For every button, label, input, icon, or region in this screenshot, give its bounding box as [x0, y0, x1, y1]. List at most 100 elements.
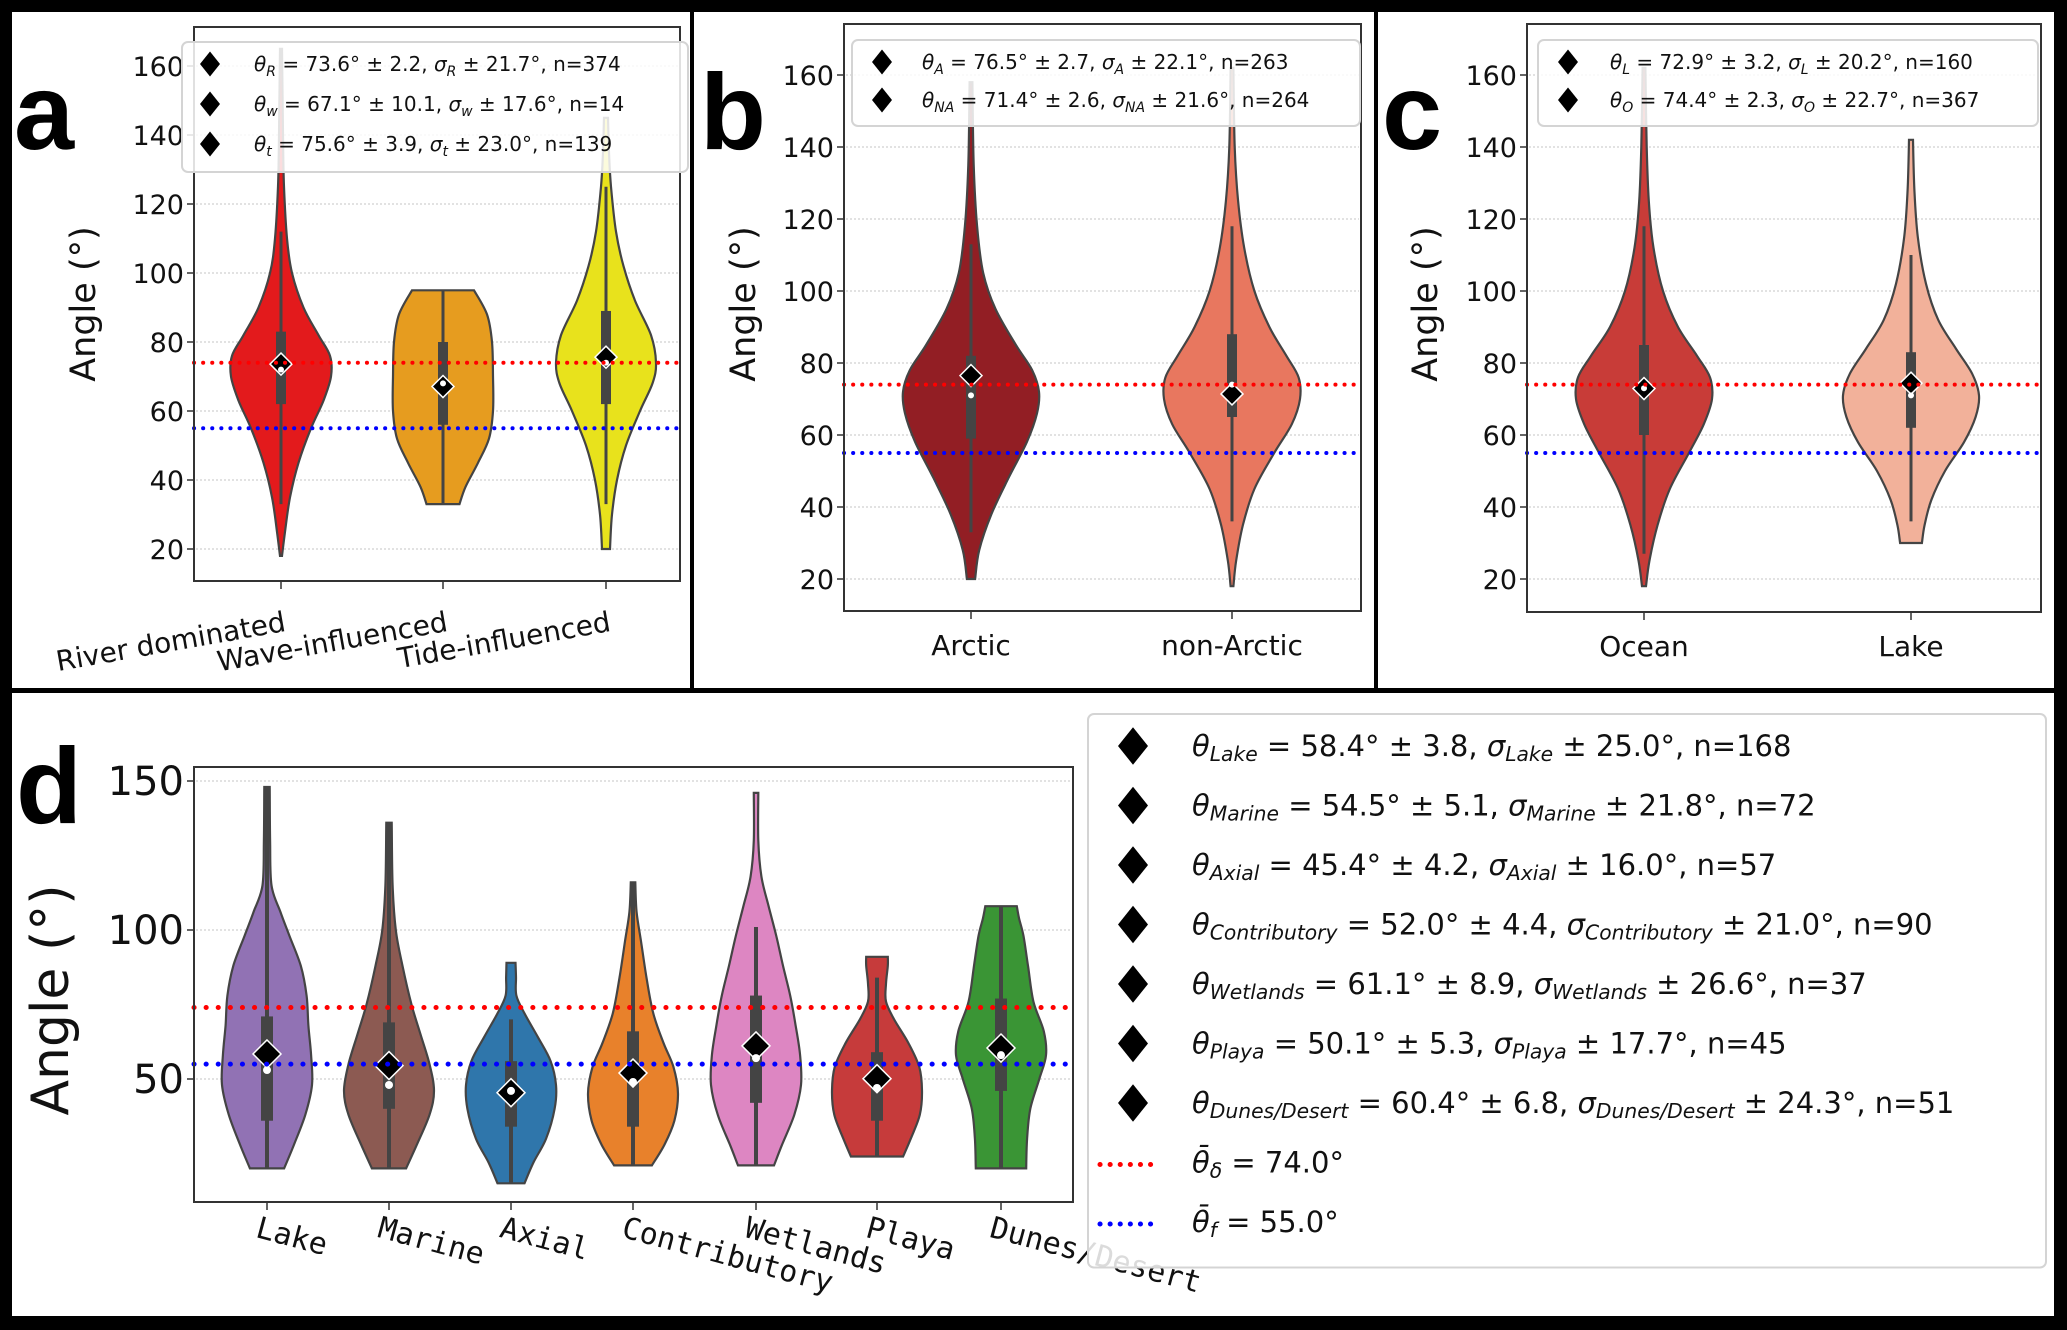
legend: θA = 76.5° ± 2.7, σA ± 22.1°, n=263 θNA =…: [851, 39, 1361, 127]
legend: θL = 72.9° ± 3.2, σL ± 20.2°, n=160 θO = …: [1537, 39, 2039, 127]
legend-diamond-icon: [1118, 846, 1148, 884]
panel-label-d: d: [16, 725, 82, 846]
legend-diamond-icon: [872, 87, 892, 113]
axes-frame: [193, 26, 681, 582]
y-tick-label: 160: [782, 61, 834, 92]
legend-entry-arctic: θA = 76.5° ± 2.7, σA ± 22.1°, n=263: [922, 50, 1288, 78]
median-marker: [997, 1051, 1005, 1060]
y-tick-label: 160: [1465, 61, 1517, 92]
y-tick-label: 80: [1483, 349, 1517, 380]
y-tick-label: 80: [150, 328, 184, 359]
mean-marker: [861, 1063, 893, 1094]
legend-box: [1537, 39, 2039, 127]
legend-diamond-icon: [200, 51, 220, 77]
median-marker: [278, 366, 284, 373]
legend-diamond-icon: [1118, 786, 1148, 825]
legend-entry-tide-influenced: θt = 75.6° ± 3.9, σt ± 23.0°, n=139: [254, 132, 612, 160]
legend-entry-non-arctic: θNA = 71.4° ± 2.6, σNA ± 21.6°, n=264: [922, 88, 1309, 116]
y-axis-label: Angle (°): [1406, 226, 1446, 382]
legend-entry-dunes-desert: θDunes/Desert = 60.4° ± 6.8, σDunes/Dese…: [1192, 1086, 1954, 1123]
x-tick-label: Arctic: [931, 629, 1011, 662]
legend-entry-contributory: θContributory = 52.0° ± 4.4, σContributo…: [1192, 908, 1933, 945]
y-tick-label: 20: [150, 535, 184, 566]
iqr-box: [1227, 334, 1237, 417]
legend-diamond-icon: [872, 49, 892, 75]
legend-entry-lake: θO = 74.4° ± 2.3, σO ± 22.7°, n=367: [1610, 88, 1979, 116]
legend-entry-axial: θAxial = 45.4° ± 4.2, σAxial ± 16.0°, n=…: [1192, 848, 1776, 885]
legend: θR = 73.6° ± 2.2, σR ± 21.7°, n=374 θw = …: [181, 41, 689, 173]
panel-label-c: c: [1382, 51, 1442, 172]
mean-marker: [958, 363, 984, 388]
legend-entry-ocean: θL = 72.9° ± 3.2, σL ± 20.2°, n=160: [1610, 50, 1973, 78]
axes-frame: [1526, 23, 2042, 613]
legend-diamond-icon: [1118, 1024, 1148, 1063]
axes-frame: [843, 23, 1362, 612]
legend-diamond-icon: [200, 91, 220, 117]
legend-diamond-icon: [1118, 965, 1148, 1003]
legend-diamond-icon: [1558, 87, 1578, 113]
y-tick-label: 100: [1465, 277, 1517, 308]
y-axis-label: Angle (°): [21, 884, 81, 1115]
legend-entry-marine: θMarine = 54.5° ± 5.1, σMarine ± 21.8°, …: [1192, 789, 1816, 826]
panel-b: 20 40 60 80 100 120 140 160 Arctic non-Arctic Angl…: [724, 23, 1363, 662]
mean-marker: [1219, 381, 1245, 407]
y-axis-label: Angle (°): [64, 226, 104, 382]
y-tick-label: 140: [132, 121, 184, 152]
y-tick-label: 140: [1465, 133, 1517, 164]
legend-entry-delta-mean: θ̄δ = 74.0°: [1192, 1145, 1344, 1182]
panel-label-b: b: [700, 51, 766, 172]
legend-diamond-icon: [200, 131, 220, 157]
legend-entry-wave-influenced: θw = 67.1° ± 10.1, σw ± 17.6°, n=14: [254, 92, 624, 120]
y-tick-label: 160: [132, 52, 184, 83]
y-tick-label: 150: [108, 759, 184, 805]
y-tick-label: 60: [150, 397, 184, 428]
y-tick-label: 100: [132, 259, 184, 290]
legend-entry-playa: θPlaya = 50.1° ± 5.3, σPlaya ± 17.7°, n=…: [1192, 1027, 1787, 1064]
x-tick-label: Lake: [1878, 630, 1943, 663]
legend-diamond-icon: [1558, 49, 1578, 75]
legend-box: [1087, 713, 2047, 1269]
axes-frame: [193, 766, 1074, 1203]
median-marker: [968, 392, 974, 399]
mean-marker: [617, 1057, 649, 1089]
legend-diamond-icon: [1118, 905, 1148, 944]
median-marker: [1908, 392, 1914, 399]
legend-entry-lake: θLake = 58.4° ± 3.8, σLake ± 25.0°, n=16…: [1192, 729, 1791, 766]
mean-marker: [268, 352, 294, 377]
legend-box: [181, 41, 689, 173]
median-marker: [629, 1077, 637, 1086]
legend-entry-fan-mean: θ̄f = 55.0°: [1192, 1205, 1339, 1242]
median-marker: [440, 380, 446, 387]
y-tick-label: 100: [782, 277, 834, 308]
median-marker: [1641, 385, 1647, 392]
y-tick-label: 80: [800, 349, 834, 380]
legend-diamond-icon: [1118, 727, 1148, 765]
y-tick-label: 40: [150, 466, 184, 497]
legend-entry-wetlands: θWetlands = 61.1° ± 8.9, σWetlands ± 26.…: [1192, 967, 1867, 1004]
legend: θLake = 58.4° ± 3.8, σLake ± 25.0°, n=16…: [1087, 713, 2047, 1269]
y-tick-label: 20: [1483, 565, 1517, 596]
legend-entry-river-dominated: θR = 73.6° ± 2.2, σR ± 21.7°, n=374: [254, 52, 621, 80]
y-tick-label: 60: [800, 421, 834, 452]
y-tick-label: 20: [800, 565, 834, 596]
legend-box: [851, 39, 1361, 127]
median-marker: [752, 1054, 760, 1063]
median-marker: [873, 1083, 881, 1092]
y-tick-label: 120: [1465, 205, 1517, 236]
y-tick-label: 40: [800, 493, 834, 524]
x-tick-label: Ocean: [1599, 630, 1689, 663]
panel-c: 20 40 60 80 100 120 140 160 Ocean Lake Angle (°) θL…: [1406, 23, 2043, 663]
y-tick-label: 140: [782, 133, 834, 164]
y-tick-label: 100: [108, 908, 184, 954]
median-marker: [507, 1086, 515, 1095]
y-tick-label: 120: [782, 205, 834, 236]
y-tick-label: 120: [132, 190, 184, 221]
y-tick-label: 40: [1483, 493, 1517, 524]
legend-diamond-icon: [1118, 1084, 1148, 1122]
mean-marker: [430, 374, 456, 399]
y-tick-label: 60: [1483, 421, 1517, 452]
y-axis-label: Angle (°): [724, 226, 764, 382]
median-marker: [1229, 381, 1235, 388]
